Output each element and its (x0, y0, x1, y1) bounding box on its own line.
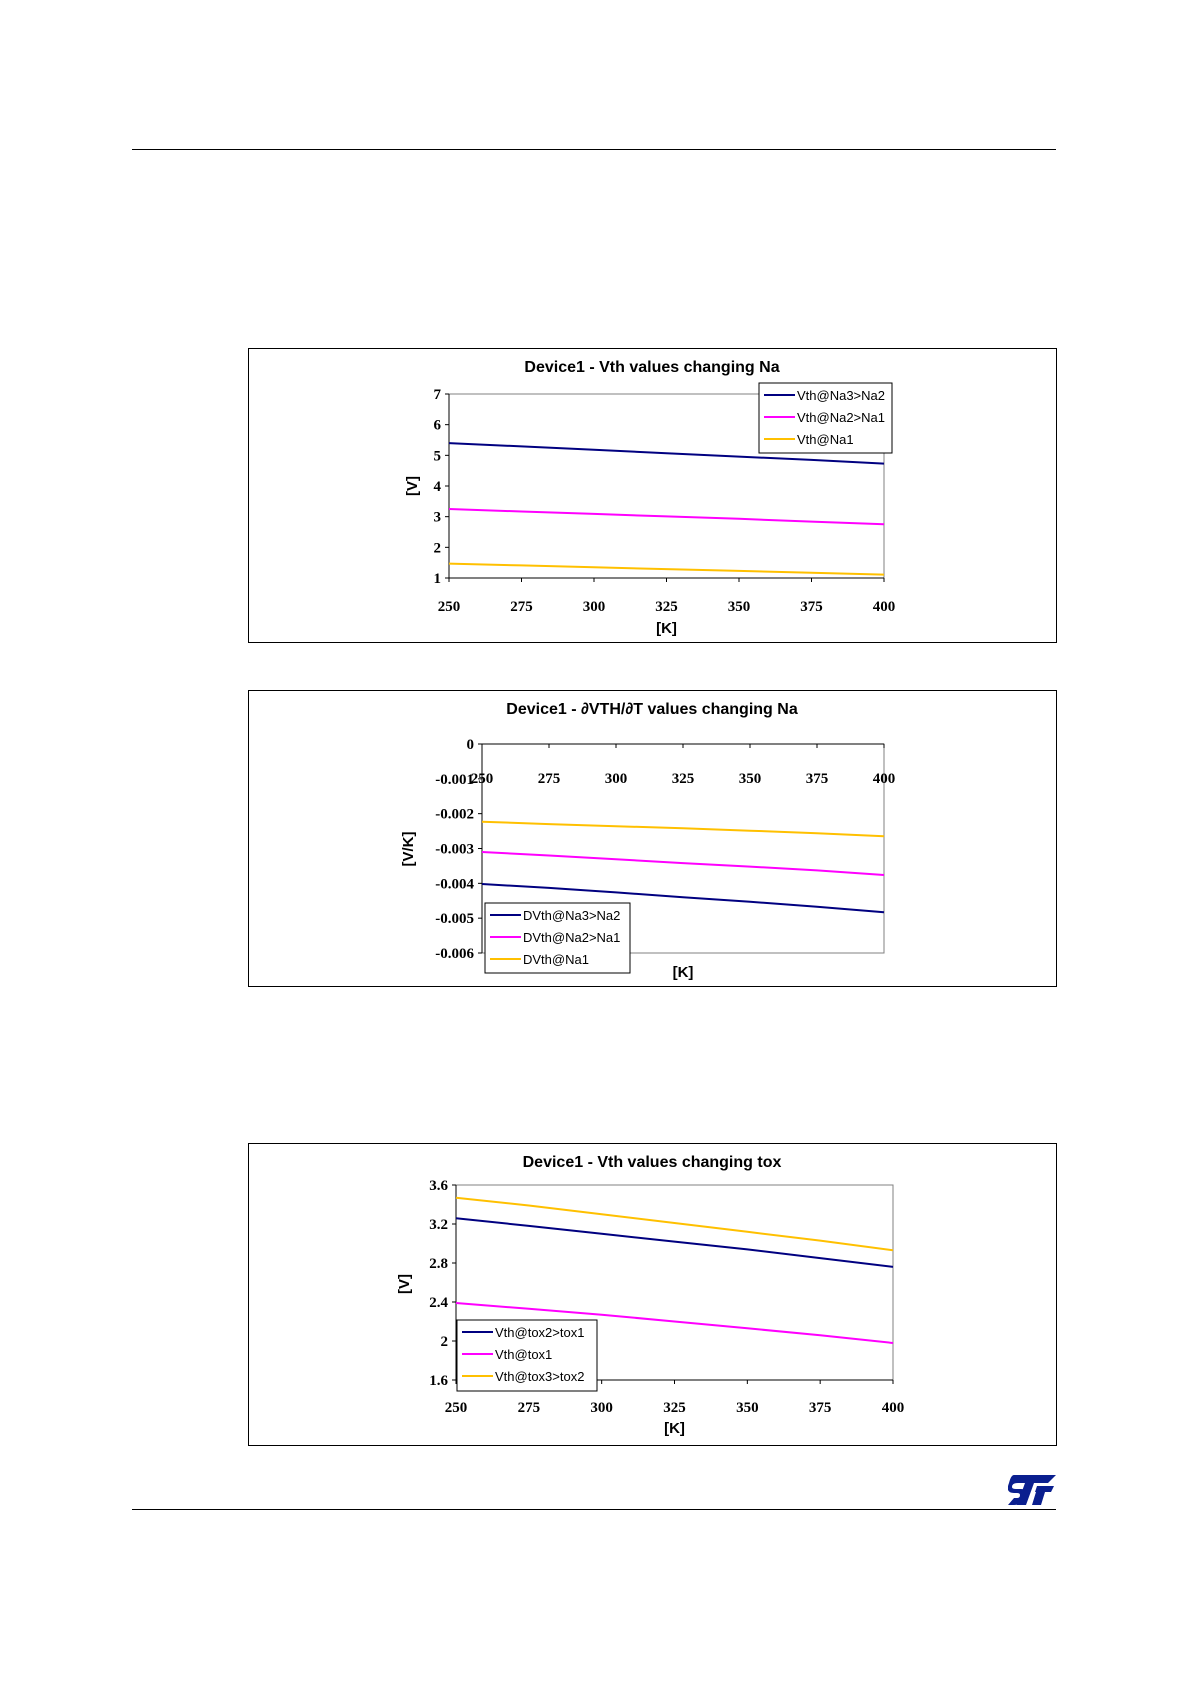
x-axis-label: [K] (673, 964, 694, 981)
x-axis-label: [K] (664, 1420, 685, 1437)
series-line (448, 562, 885, 576)
y-tick-label: 5 (434, 448, 442, 464)
y-tick-label: 1.6 (429, 1373, 448, 1389)
chart-vth-na-svg: Device1 - Vth values changing Na 1 2 3 4 5 6 7 2… (404, 359, 896, 637)
y-tick-label: -0.006 (435, 946, 474, 962)
footer-rule (132, 1509, 1056, 1510)
series-line (448, 508, 885, 526)
x-tick-label: 325 (663, 1400, 686, 1416)
header-rule (132, 149, 1056, 150)
x-tick-label: 300 (605, 771, 628, 787)
x-tick-label: 250 (438, 599, 461, 615)
x-tick-label: 275 (510, 599, 533, 615)
x-tick-label: 350 (739, 771, 762, 787)
y-tick-label: 3.6 (429, 1178, 448, 1194)
x-tick-label: 400 (873, 599, 896, 615)
chart-dvth-na-svg: Device1 - ∂VTH/∂T values changing Na 0 -0.… (400, 701, 896, 981)
legend-label: DVth@Na2>Na1 (523, 930, 620, 945)
y-tick-label: 2 (441, 1334, 449, 1350)
y-tick-label: 2.4 (429, 1295, 448, 1311)
x-tick-label: 350 (728, 599, 751, 615)
y-tick-label: -0.001 (435, 772, 474, 788)
chart-title: Device1 - ∂VTH/∂T values changing Na (506, 701, 798, 718)
y-tick-label: 2 (434, 540, 442, 556)
x-tick-label: 325 (672, 771, 695, 787)
y-tick-label: 0 (467, 737, 475, 753)
series-line (481, 820, 885, 838)
x-tick-label: 275 (518, 1400, 541, 1416)
x-tick-label: 325 (655, 599, 678, 615)
y-axis-label: [V/K] (400, 832, 417, 867)
y-axis-label: [V] (396, 1274, 413, 1294)
series-line (481, 883, 885, 914)
chart-vth-na: Device1 - Vth values changing Na 1 2 3 4 5 6 7 2… (248, 348, 1057, 643)
legend-label: Vth@tox3>tox2 (495, 1369, 584, 1384)
legend-label: DVth@Na1 (523, 952, 589, 967)
y-tick-label: 3.2 (429, 1217, 448, 1233)
y-tick-label: -0.002 (435, 807, 474, 823)
chart-vth-tox-svg: Device1 - Vth values changing tox 1.6 2 2.4… (396, 1154, 905, 1437)
y-tick-label: -0.004 (435, 876, 474, 892)
y-tick-label: 7 (434, 387, 442, 403)
y-tick-label: -0.003 (435, 842, 474, 858)
series-line (455, 1217, 894, 1268)
series-line (455, 1302, 894, 1344)
chart-title: Device1 - Vth values changing tox (523, 1154, 782, 1171)
x-tick-label: 375 (809, 1400, 832, 1416)
series-line (481, 851, 885, 876)
y-tick-label: 6 (434, 418, 442, 434)
y-tick-label: 1 (434, 571, 442, 587)
y-tick-label: 2.8 (429, 1256, 448, 1272)
series-line (448, 442, 885, 465)
st-logo-icon (1008, 1475, 1056, 1505)
chart-vth-tox: Device1 - Vth values changing tox 1.6 2 2.4… (248, 1143, 1057, 1446)
legend-label: Vth@tox2>tox1 (495, 1325, 584, 1340)
x-tick-label: 300 (583, 599, 606, 615)
x-tick-label: 375 (806, 771, 829, 787)
x-tick-label: 400 (873, 771, 896, 787)
x-tick-label: 300 (590, 1400, 613, 1416)
legend-label: Vth@Na3>Na2 (797, 388, 885, 403)
x-axis-label: [K] (656, 620, 677, 637)
y-axis-label: [V] (404, 476, 421, 496)
x-tick-label: 275 (538, 771, 561, 787)
x-tick-label: 400 (882, 1400, 905, 1416)
chart-title: Device1 - Vth values changing Na (524, 359, 779, 376)
x-tick-label: 375 (800, 599, 823, 615)
legend-label: Vth@Na2>Na1 (797, 410, 885, 425)
x-tick-label: 250 (445, 1400, 468, 1416)
x-tick-label: 250 (471, 771, 494, 787)
x-tick-label: 350 (736, 1400, 759, 1416)
chart-dvth-na: Device1 - ∂VTH/∂T values changing Na 0 -0.… (248, 690, 1057, 987)
legend-label: Vth@Na1 (797, 432, 854, 447)
y-tick-label: 3 (434, 510, 442, 526)
legend-label: DVth@Na3>Na2 (523, 908, 620, 923)
legend-label: Vth@tox1 (495, 1347, 552, 1362)
y-tick-label: -0.005 (435, 911, 474, 927)
series-line (455, 1196, 894, 1252)
y-tick-label: 4 (434, 479, 442, 495)
